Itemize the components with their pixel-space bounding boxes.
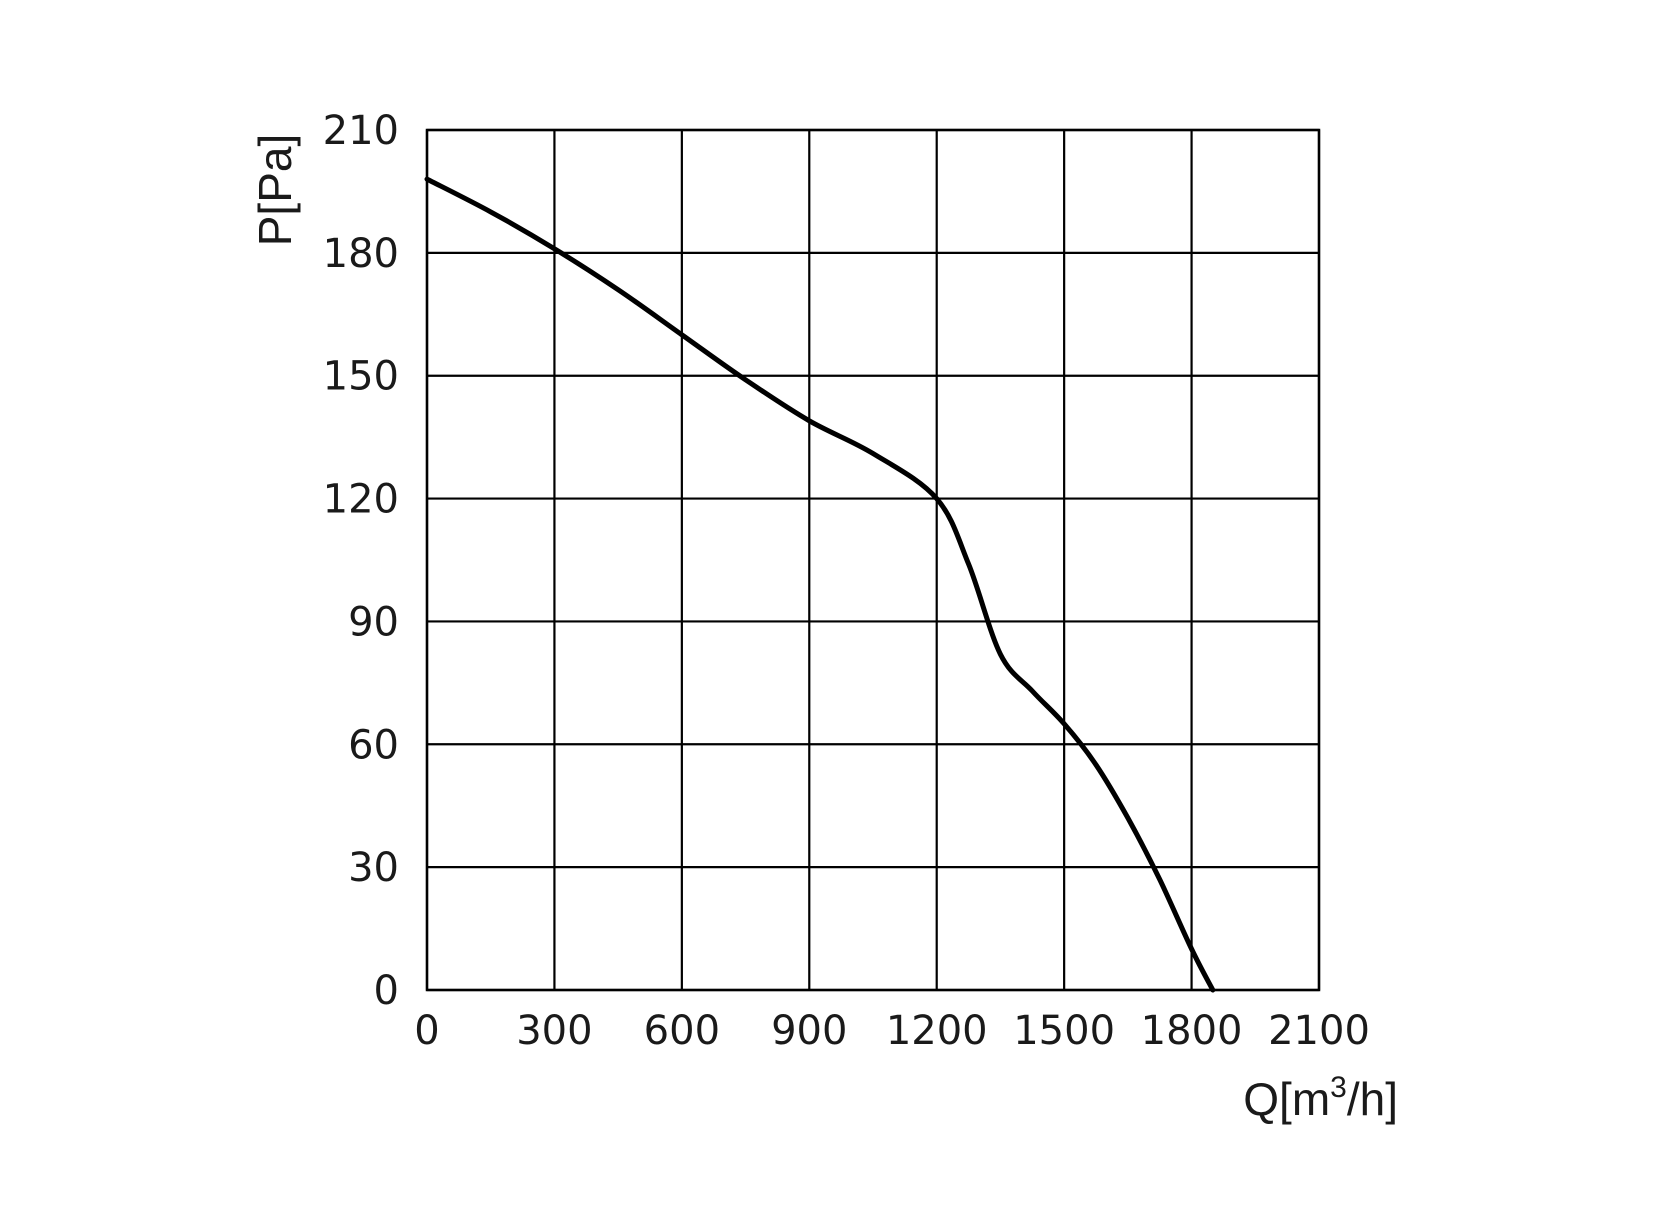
pressure-flow-curve xyxy=(424,176,1216,993)
x-axis-label-suffix: /h] xyxy=(1347,1073,1398,1125)
y-axis-label: P[Pa] xyxy=(249,134,301,247)
x-tick-label: 300 xyxy=(516,1008,592,1054)
x-tick-labels: 0 300 600 900 1200 1500 1800 2100 xyxy=(414,1008,1370,1054)
x-tick-label: 1800 xyxy=(1141,1008,1243,1054)
x-axis-label-prefix: Q[m xyxy=(1243,1073,1330,1125)
y-tick-label: 180 xyxy=(323,231,399,277)
x-tick-label: 1500 xyxy=(1013,1008,1115,1054)
y-tick-label: 210 xyxy=(323,108,399,154)
y-tick-label: 0 xyxy=(374,968,399,1014)
x-tick-label: 1200 xyxy=(886,1008,988,1054)
y-tick-labels: 0 30 60 90 120 150 180 210 xyxy=(323,108,399,1014)
x-tick-label: 900 xyxy=(771,1008,847,1054)
y-tick-label: 120 xyxy=(323,477,399,523)
y-tick-label: 150 xyxy=(323,354,399,400)
grid xyxy=(425,128,1321,992)
y-tick-label: 30 xyxy=(348,845,399,891)
x-axis-label: Q[m3/h] xyxy=(1243,1071,1398,1125)
x-tick-label: 2100 xyxy=(1268,1008,1370,1054)
x-axis-label-superscript: 3 xyxy=(1330,1071,1347,1104)
y-tick-label: 90 xyxy=(348,599,399,645)
y-tick-label: 60 xyxy=(348,722,399,768)
x-tick-label: 0 xyxy=(414,1008,439,1054)
plot-frame xyxy=(425,128,1321,992)
x-tick-label: 600 xyxy=(644,1008,720,1054)
